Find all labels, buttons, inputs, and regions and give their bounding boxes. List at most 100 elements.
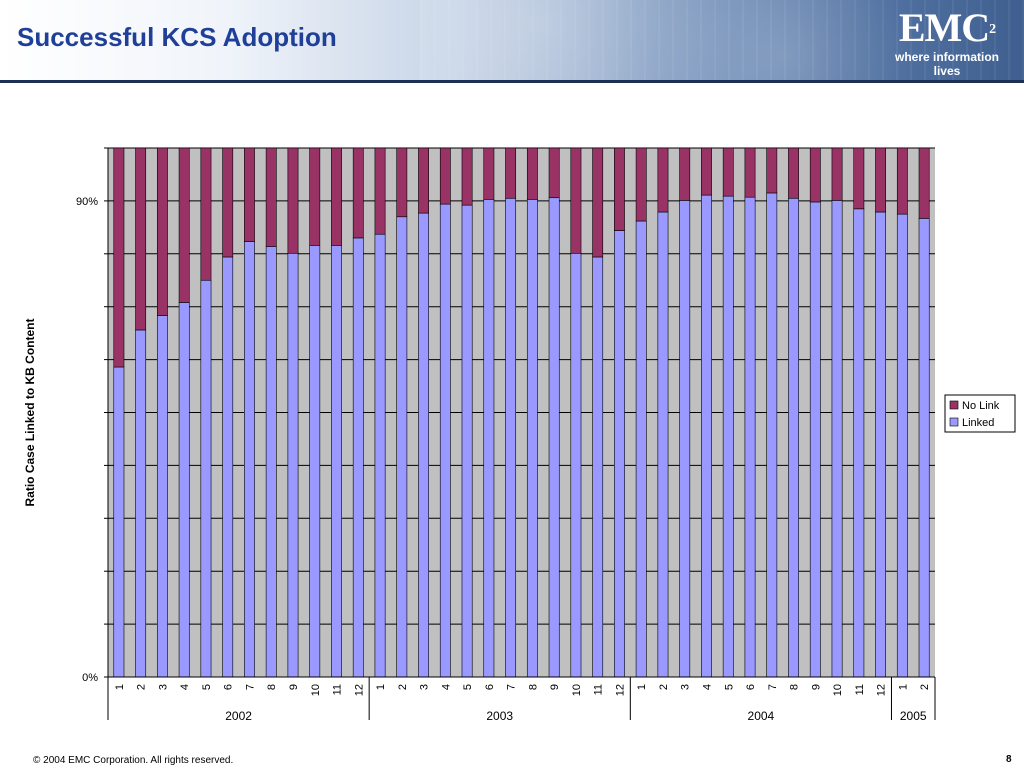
bar-linked xyxy=(918,218,930,678)
bar-no-link xyxy=(200,147,212,281)
bar-no-link xyxy=(875,147,887,213)
x-tick-label: 2 xyxy=(136,684,148,690)
bar-linked xyxy=(744,196,756,678)
y-axis-label: Ratio Case Linked to KB Content xyxy=(23,318,37,506)
x-tick-label: 12 xyxy=(614,684,626,696)
logo-wordmark: EMC2 xyxy=(882,6,1012,50)
bar-linked xyxy=(635,220,647,678)
bar-no-link xyxy=(178,147,190,303)
year-group-label: 2005 xyxy=(900,709,927,723)
bar-linked xyxy=(439,203,451,678)
bar-no-link xyxy=(744,147,756,198)
bar-no-link xyxy=(526,147,538,200)
x-tick-label: 2 xyxy=(397,684,409,690)
x-tick-label: 9 xyxy=(288,684,300,690)
bar-linked xyxy=(809,201,821,678)
year-group-label: 2004 xyxy=(748,709,775,723)
y-tick-label: 0% xyxy=(82,672,98,684)
emc-logo: EMC2 where information lives xyxy=(882,6,1012,79)
x-tick-label: 8 xyxy=(789,684,801,690)
x-tick-label: 10 xyxy=(571,684,583,696)
x-tick-label: 12 xyxy=(876,684,888,696)
bar-linked xyxy=(788,197,799,678)
x-tick-label: 1 xyxy=(375,684,387,690)
bar-no-link xyxy=(548,147,560,199)
x-tick-label: 5 xyxy=(201,684,213,690)
slide-title: Successful KCS Adoption xyxy=(17,22,337,52)
bar-linked xyxy=(875,211,887,678)
x-tick-label: 6 xyxy=(484,684,496,690)
bar-linked xyxy=(374,233,386,678)
bar-linked xyxy=(526,199,538,678)
x-tick-label: 1 xyxy=(114,684,126,690)
bar-no-link xyxy=(679,147,691,201)
x-tick-label: 3 xyxy=(680,684,692,690)
header-background-texture xyxy=(420,0,1024,80)
year-group-label: 2002 xyxy=(225,709,252,723)
legend-label: Linked xyxy=(962,417,994,429)
bar-no-link xyxy=(461,147,473,206)
bar-linked xyxy=(570,252,582,678)
bar-linked xyxy=(483,199,495,678)
bar-no-link xyxy=(113,147,125,368)
bar-linked xyxy=(657,211,669,678)
x-tick-label: 8 xyxy=(527,684,539,690)
legend-swatch xyxy=(949,400,959,410)
slide-header: Successful KCS Adoption EMC2 where infor… xyxy=(0,0,1024,83)
bar-no-link xyxy=(918,147,930,219)
bar-no-link xyxy=(853,147,865,210)
x-tick-label: 6 xyxy=(223,684,235,690)
bar-linked xyxy=(831,200,843,678)
bar-no-link xyxy=(156,147,168,316)
bar-linked xyxy=(896,213,908,678)
bar-no-link xyxy=(809,147,821,203)
x-tick-label: 7 xyxy=(244,684,256,690)
x-tick-label: 11 xyxy=(593,684,605,695)
bars-group xyxy=(113,147,930,678)
legend-swatch xyxy=(949,417,959,427)
x-tick-label: 8 xyxy=(266,684,278,690)
bar-linked xyxy=(505,197,517,678)
bar-no-link xyxy=(396,147,408,218)
x-tick-label: 3 xyxy=(157,684,169,690)
bar-linked xyxy=(287,252,299,678)
bar-no-link xyxy=(374,147,386,235)
page-number: 8 xyxy=(1006,754,1012,765)
x-tick-label: 9 xyxy=(549,684,561,690)
bar-linked xyxy=(113,366,125,678)
bar-no-link xyxy=(831,147,843,201)
bar-no-link xyxy=(418,147,429,214)
legend-label: No Link xyxy=(962,400,1000,412)
x-tick-label: 11 xyxy=(332,684,344,695)
x-tick-label: 4 xyxy=(179,684,191,690)
bar-no-link xyxy=(331,147,342,246)
bar-linked xyxy=(396,216,408,678)
year-group-label: 2003 xyxy=(486,709,513,723)
x-tick-label: 11 xyxy=(854,684,866,695)
logo-mark-text: EMC xyxy=(898,5,990,50)
bar-linked xyxy=(679,200,691,678)
bar-no-link xyxy=(483,147,495,200)
y-axis: 0% 90% xyxy=(76,147,109,684)
x-tick-label: 10 xyxy=(832,684,844,696)
logo-superscript: 2 xyxy=(989,22,996,37)
logo-tagline: where information lives xyxy=(894,50,999,78)
bar-no-link xyxy=(570,147,582,254)
bar-linked xyxy=(309,245,321,678)
bar-no-link xyxy=(657,147,669,213)
bar-linked xyxy=(352,237,364,678)
bar-linked xyxy=(200,279,212,678)
bar-linked xyxy=(156,315,168,678)
x-tick-label: 6 xyxy=(745,684,757,690)
bar-linked xyxy=(265,246,277,678)
x-tick-label: 3 xyxy=(419,684,431,690)
bar-no-link xyxy=(352,147,364,239)
bar-linked xyxy=(418,212,429,678)
bar-linked xyxy=(853,208,865,678)
footer-copyright: © 2004 EMC Corporation. All rights reser… xyxy=(33,755,234,766)
bar-linked xyxy=(178,302,190,678)
bar-no-link xyxy=(592,147,604,258)
bar-linked xyxy=(722,195,734,678)
bar-linked xyxy=(701,194,712,678)
